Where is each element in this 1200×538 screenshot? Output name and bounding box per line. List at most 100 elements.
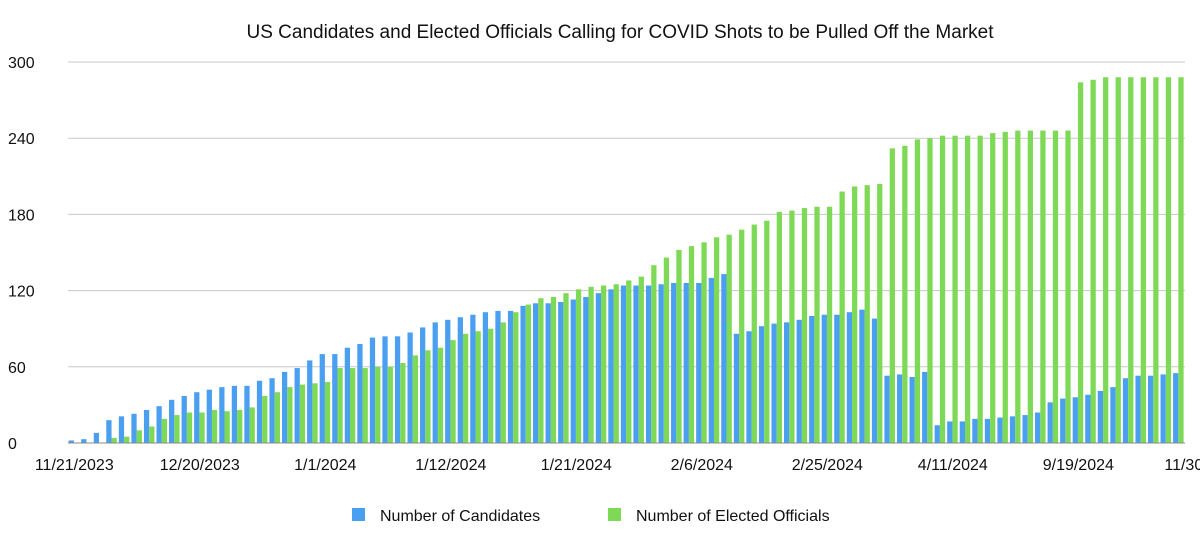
y-tick-label: 240 bbox=[8, 131, 35, 148]
candidates-bar bbox=[909, 376, 915, 443]
candidates-bar bbox=[520, 305, 526, 443]
candidates-bar bbox=[407, 332, 413, 443]
x-tick-label: 11/21/2023 bbox=[35, 457, 114, 474]
elected-officials-bar bbox=[852, 186, 858, 443]
elected-officials-bar bbox=[400, 362, 406, 443]
candidates-bar bbox=[1022, 415, 1028, 443]
elected-officials-bar bbox=[764, 220, 770, 443]
candidates-bar bbox=[595, 293, 602, 443]
candidates-bar bbox=[432, 322, 438, 443]
elected-officials-bar bbox=[877, 183, 883, 444]
elected-officials-bar bbox=[864, 185, 870, 443]
elected-officials-bar bbox=[375, 366, 381, 443]
candidates-bar bbox=[445, 319, 451, 443]
candidates-bar bbox=[194, 392, 200, 443]
candidates-bar bbox=[106, 420, 112, 443]
elected-officials-bar bbox=[111, 437, 117, 443]
y-axis-ticks: 0 60 120 180 240 300 bbox=[8, 55, 35, 453]
y-tick-label: 300 bbox=[8, 55, 35, 72]
elected-officials-bar bbox=[814, 206, 820, 443]
candidates-bar bbox=[533, 303, 539, 443]
candidates-bar bbox=[871, 318, 878, 443]
elected-officials-bar bbox=[1077, 82, 1084, 443]
x-tick-label: 12/20/2023 bbox=[160, 457, 240, 474]
candidates-bar bbox=[1072, 397, 1078, 443]
candidates-bar bbox=[1122, 378, 1129, 443]
elected-officials-bar bbox=[1040, 130, 1046, 443]
candidates-bar bbox=[156, 406, 162, 443]
elected-officials-bar bbox=[350, 368, 356, 443]
elected-officials-bar bbox=[939, 135, 946, 443]
candidates-bar bbox=[420, 327, 426, 443]
elected-officials-bar bbox=[337, 368, 343, 443]
elected-officials-bar bbox=[274, 392, 280, 443]
x-tick-label: 4/11/2024 bbox=[918, 457, 988, 474]
candidates-bar bbox=[294, 368, 300, 443]
elected-officials-bar bbox=[550, 296, 557, 443]
elected-officials-bar bbox=[525, 304, 531, 443]
elected-officials-bar bbox=[475, 331, 481, 443]
candidates-bar bbox=[733, 333, 740, 443]
elected-officials-bar bbox=[462, 333, 469, 443]
elected-officials-bar bbox=[977, 135, 983, 443]
candidates-bar bbox=[796, 319, 802, 443]
elected-officials-bar bbox=[1090, 79, 1096, 443]
elected-officials-bar bbox=[964, 135, 971, 443]
candidates-bar bbox=[984, 418, 991, 443]
candidates-bar bbox=[834, 314, 840, 443]
elected-officials-bar bbox=[1115, 77, 1121, 444]
candidates-bar bbox=[1060, 398, 1066, 443]
elected-officials-bar bbox=[237, 409, 243, 443]
candidates-bar bbox=[884, 375, 890, 443]
y-tick-label: 0 bbox=[8, 436, 17, 453]
elected-officials-bar bbox=[613, 284, 619, 443]
elected-officials-bar bbox=[1128, 77, 1134, 444]
elected-officials-bar bbox=[601, 285, 607, 443]
elected-officials-bar bbox=[224, 411, 230, 443]
elected-officials-bar bbox=[914, 139, 921, 443]
candidates-bar bbox=[319, 354, 325, 443]
candidates-bar bbox=[394, 336, 401, 443]
candidates-bar bbox=[256, 380, 263, 443]
x-tick-label: 11/30/2025 bbox=[1164, 457, 1200, 474]
elected-officials-bar bbox=[1140, 77, 1146, 444]
elected-officials-bar bbox=[575, 289, 582, 443]
elected-officials-bar bbox=[1103, 77, 1109, 444]
legend-swatch bbox=[608, 508, 621, 521]
candidates-bar bbox=[570, 299, 576, 443]
candidates-bar bbox=[1035, 412, 1041, 443]
legend-swatch bbox=[352, 508, 365, 521]
candidates-bar bbox=[357, 343, 363, 443]
candidates-bar bbox=[721, 274, 727, 443]
candidates-bar bbox=[922, 371, 928, 443]
elected-officials-bar bbox=[362, 368, 368, 443]
candidates-bar bbox=[81, 439, 87, 443]
elected-officials-bar bbox=[826, 206, 833, 443]
elected-officials-bar bbox=[776, 211, 782, 443]
elected-officials-bar bbox=[437, 347, 444, 443]
candidates-bar bbox=[131, 413, 137, 443]
candidates-bar bbox=[959, 421, 965, 443]
elected-officials-bar bbox=[287, 387, 293, 443]
elected-officials-bar bbox=[1178, 77, 1184, 444]
elected-officials-bar bbox=[412, 355, 419, 443]
elected-officials-bar bbox=[952, 135, 958, 443]
candidates-bar bbox=[658, 284, 664, 443]
candidates-bar bbox=[507, 310, 514, 443]
y-tick-label: 60 bbox=[8, 360, 26, 377]
candidates-bar bbox=[307, 360, 313, 443]
candidates-bar bbox=[68, 440, 74, 443]
x-tick-label: 9/19/2024 bbox=[1043, 457, 1114, 474]
legend: Number of Candidates Number of Elected Of… bbox=[352, 508, 830, 525]
candidates-bar bbox=[947, 421, 953, 443]
elected-officials-bar bbox=[387, 366, 393, 443]
elected-officials-bar bbox=[701, 242, 707, 443]
elected-officials-bar bbox=[500, 322, 506, 443]
elected-officials-bar bbox=[990, 133, 996, 443]
y-tick-label: 120 bbox=[8, 284, 35, 301]
y-tick-label: 180 bbox=[8, 207, 35, 224]
candidates-bar bbox=[1160, 374, 1166, 443]
candidates-bar bbox=[608, 289, 614, 443]
candidates-bar bbox=[231, 385, 238, 443]
candidates-bar bbox=[470, 314, 476, 443]
